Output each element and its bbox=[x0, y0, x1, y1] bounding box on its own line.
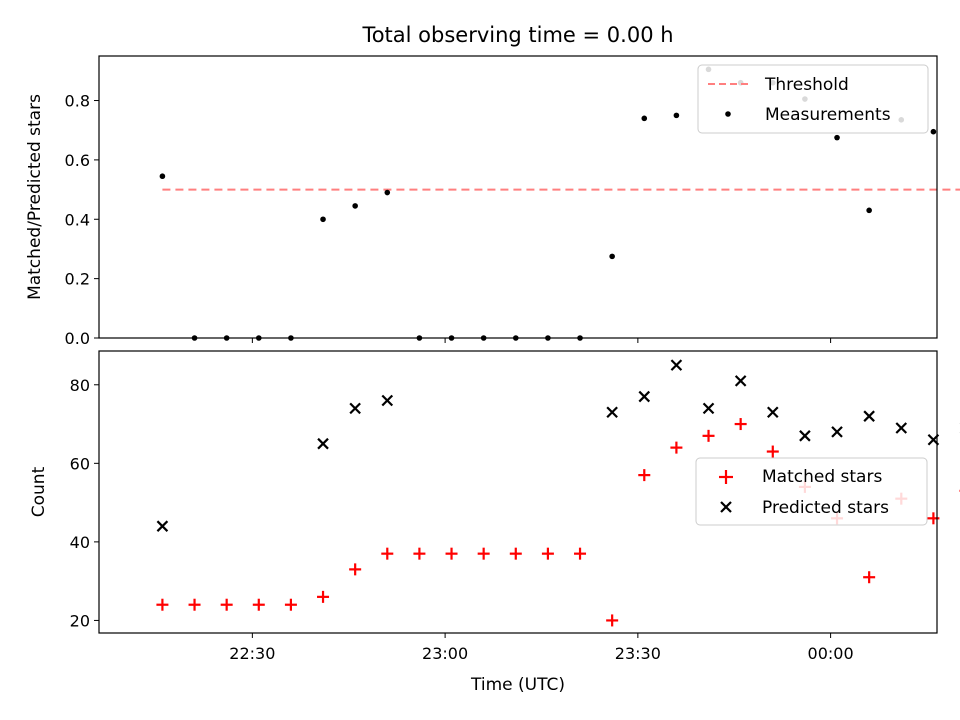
matched-star-point bbox=[445, 547, 458, 560]
bottom-y-tick-label: 20 bbox=[70, 611, 90, 630]
matched-star-point bbox=[541, 547, 554, 560]
bottom-chart: Count Time (UTC) 20 40 60 80 22:30 23:00 23:3… bbox=[29, 350, 960, 695]
predicted-star-point bbox=[767, 406, 779, 419]
matched-star-point bbox=[252, 598, 265, 611]
matched-star-point bbox=[734, 418, 747, 431]
top-chart-x-ticks bbox=[251, 338, 832, 343]
bottom-chart-legend: Matched stars Predicted stars bbox=[695, 457, 928, 526]
bottom-y-tick-label: 60 bbox=[70, 454, 90, 473]
measurement-point bbox=[159, 173, 166, 180]
predicted-star-point bbox=[863, 410, 875, 422]
bottom-x-tick-label: 00:00 bbox=[808, 644, 854, 663]
measurement-point bbox=[673, 112, 680, 119]
top-chart-frame bbox=[98, 55, 938, 339]
matched-star-point bbox=[670, 441, 683, 454]
predicted-star-point bbox=[606, 406, 618, 419]
top-y-tick-label: 0.0 bbox=[65, 329, 90, 348]
bottom-chart-x-axis-label: Time (UTC) bbox=[470, 675, 565, 695]
top-chart: Total observing time = 0.00 h Matched/Pr… bbox=[25, 23, 960, 348]
top-chart-y-ticks: 0.0 0.2 0.4 0.6 0.8 bbox=[65, 92, 99, 348]
matched-star-point bbox=[509, 547, 522, 560]
matched-legend-swatch bbox=[719, 470, 733, 484]
top-y-tick-label: 0.6 bbox=[65, 151, 90, 170]
matched-star-point bbox=[317, 590, 330, 603]
top-y-tick-label: 0.2 bbox=[65, 270, 90, 289]
measurement-point bbox=[641, 115, 648, 122]
bottom-y-tick-label: 80 bbox=[70, 376, 90, 395]
predicted-star-point bbox=[317, 437, 329, 450]
matched-star-point bbox=[284, 598, 297, 611]
predicted-star-point bbox=[734, 375, 747, 387]
bottom-chart-frame bbox=[98, 350, 938, 634]
measurement-point bbox=[930, 128, 937, 135]
predicted-star-point bbox=[895, 422, 908, 434]
measurement-point bbox=[320, 216, 326, 223]
matched-star-point bbox=[477, 547, 490, 560]
measurement-point bbox=[609, 253, 615, 260]
predicted-legend-label: Predicted stars bbox=[762, 498, 889, 518]
predicted-star-point bbox=[670, 359, 683, 371]
top-chart-y-axis-label: Matched/Predicted stars bbox=[25, 94, 45, 300]
matched-legend-label: Matched stars bbox=[762, 467, 882, 487]
measurement-point bbox=[866, 207, 872, 214]
predicted-star-point bbox=[831, 426, 843, 438]
predicted-star-point bbox=[156, 520, 169, 532]
matched-star-point bbox=[766, 445, 779, 458]
bottom-legend-box bbox=[695, 457, 928, 526]
predicted-star-point bbox=[799, 430, 811, 442]
predicted-star-point bbox=[638, 390, 651, 403]
top-chart-title: Total observing time = 0.00 h bbox=[361, 23, 673, 47]
predicted-legend-swatch bbox=[720, 501, 732, 513]
matched-star-point bbox=[381, 547, 394, 560]
matched-star-point bbox=[638, 469, 651, 482]
matched-star-point bbox=[863, 571, 876, 584]
predicted-star-point bbox=[702, 402, 715, 415]
matched-star-point bbox=[188, 598, 201, 611]
top-y-tick-label: 0.8 bbox=[65, 92, 90, 111]
top-y-tick-label: 0.4 bbox=[65, 210, 90, 229]
matched-star-point bbox=[220, 598, 233, 611]
top-chart-legend: Threshold Measurements bbox=[697, 64, 929, 134]
predicted-star-point bbox=[349, 402, 361, 415]
bottom-y-tick-label: 40 bbox=[70, 533, 90, 552]
bottom-chart-y-ticks: 20 40 60 80 bbox=[70, 376, 99, 630]
top-legend-box bbox=[697, 64, 929, 134]
threshold-legend-label: Threshold bbox=[764, 75, 849, 95]
matched-star-point bbox=[606, 614, 619, 627]
measurement-point bbox=[384, 189, 391, 196]
matched-star-point bbox=[349, 563, 362, 576]
bottom-x-tick-label: 23:00 bbox=[422, 644, 468, 663]
matched-star-point bbox=[156, 598, 169, 611]
predicted-star-point bbox=[381, 394, 394, 407]
measurement-point bbox=[834, 134, 840, 141]
bottom-x-tick-label: 22:30 bbox=[229, 644, 275, 663]
matched-star-point bbox=[413, 547, 426, 560]
bottom-chart-y-axis-label: Count bbox=[29, 466, 49, 517]
measurements-legend-label: Measurements bbox=[765, 105, 891, 125]
measurement-point bbox=[352, 203, 358, 209]
matched-star-point bbox=[702, 429, 715, 442]
measurements-legend-swatch bbox=[725, 111, 731, 117]
matched-star-point bbox=[574, 547, 587, 560]
bottom-x-tick-label: 23:30 bbox=[615, 644, 661, 663]
